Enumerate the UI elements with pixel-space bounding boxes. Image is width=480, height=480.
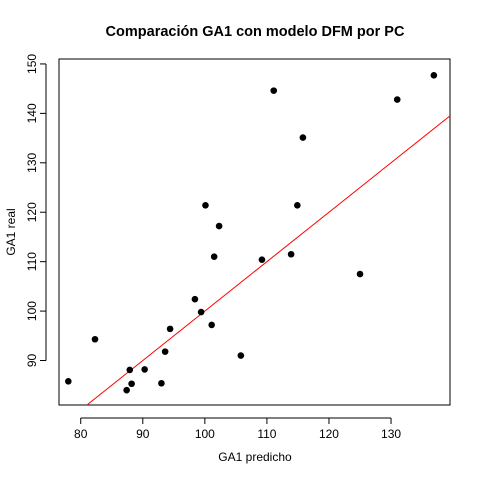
y-tick-label: 110 — [25, 252, 39, 271]
y-tick-label: 120 — [25, 202, 39, 222]
data-point — [65, 377, 72, 385]
y-tick-label: 130 — [25, 152, 39, 172]
data-point — [215, 222, 223, 230]
data-point — [270, 87, 278, 94]
data-point — [430, 72, 438, 79]
data-point — [91, 335, 99, 343]
data-point — [287, 250, 295, 258]
reference-line-group — [86, 115, 451, 406]
y-tick-label: 140 — [25, 103, 39, 123]
x-axis-label: GA1 predicho — [218, 450, 292, 464]
data-point — [294, 202, 301, 209]
data-point — [202, 202, 209, 209]
x-tick-label: 80 — [74, 427, 88, 441]
data-point — [141, 366, 148, 373]
data-point — [393, 96, 401, 103]
data-point — [258, 256, 266, 263]
reference-line — [86, 115, 451, 406]
y-tick-label: 90 — [25, 354, 39, 368]
data-point — [356, 270, 364, 278]
plot-frame — [58, 58, 451, 406]
y-tick-label: 150 — [25, 54, 39, 74]
data-point — [166, 325, 174, 333]
chart-title: Comparación GA1 con modelo DFM por PC — [106, 24, 405, 40]
data-point — [197, 308, 205, 316]
y-axis: 90 100 110 120 130 140 150 — [25, 54, 47, 368]
x-tick-label: 100 — [195, 427, 215, 441]
data-points — [65, 72, 438, 394]
x-tick-label: 110 — [257, 427, 276, 441]
x-tick-label: 90 — [136, 427, 150, 441]
data-point — [210, 253, 218, 261]
data-point — [191, 295, 199, 303]
data-point — [126, 366, 134, 374]
x-tick-label: 130 — [381, 427, 401, 441]
x-axis: 80 90 100 110 120 130 — [74, 417, 401, 441]
data-point — [161, 348, 169, 355]
y-axis-label: GA1 real — [4, 208, 18, 255]
data-point — [128, 380, 135, 388]
data-point — [123, 386, 130, 394]
y-tick-label: 100 — [25, 301, 39, 321]
x-tick-label: 120 — [319, 427, 339, 441]
data-point — [208, 321, 215, 329]
data-point — [299, 134, 307, 141]
data-point — [237, 352, 245, 359]
data-point — [158, 379, 165, 387]
